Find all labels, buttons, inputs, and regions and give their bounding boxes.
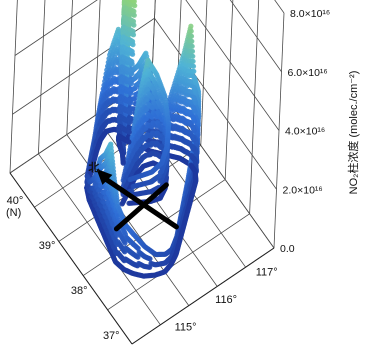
y-tick-label: 40°: [7, 195, 24, 207]
data-point: [135, 254, 141, 260]
axis-labels: NO0.02.0×10¹⁶4.0×10¹⁶6.0×10¹⁶8.0×10¹⁶114…: [6, 8, 360, 342]
z-tick-label: 6.0×10¹⁶: [288, 67, 328, 79]
data-point: [189, 48, 196, 54]
back-wall-gridline: [14, 0, 98, 56]
data-point: [144, 106, 150, 112]
y-tick-label: 39°: [39, 240, 56, 252]
z-tick-label: 0.0: [280, 243, 295, 255]
right-wall-gridline: [229, 0, 282, 72]
x-tick-label: 115°: [175, 322, 197, 334]
data-point: [132, 3, 138, 9]
data-point: [122, 240, 128, 246]
back-wall-gridline: [94, 0, 101, 116]
data-point: [147, 256, 153, 262]
data-point: [130, 32, 137, 38]
right-wall-gridline: [154, 18, 277, 190]
x-axis-line: [131, 247, 275, 345]
north-arrow-label: 北: [88, 160, 99, 174]
data-point: [190, 114, 196, 120]
z-tick-label: 4.0×10¹⁶: [285, 126, 325, 138]
data-point: [131, 22, 137, 28]
data-point: [126, 129, 132, 135]
north-arrow-head: [96, 168, 113, 185]
right-wall-gridline: [185, 0, 280, 131]
data-point: [127, 119, 133, 126]
back-wall-gridline: [9, 0, 18, 174]
back-wall-gridline: [66, 0, 73, 135]
data-point: [189, 133, 195, 139]
right-wall-gridline: [151, 0, 156, 78]
data-points: [84, 0, 202, 279]
y-tick-label: 37°: [103, 330, 120, 342]
data-point: [188, 28, 194, 34]
data-point: [188, 23, 194, 29]
north-arrow-shaft: [99, 174, 179, 230]
data-point: [128, 80, 134, 87]
z-tick-label: 8.0×10¹⁶: [290, 8, 330, 20]
y-tick-label: 38°: [71, 285, 88, 297]
y-axis-unit: (N): [6, 207, 21, 219]
data-point: [127, 110, 133, 116]
floor-gridline-x: [38, 153, 161, 326]
data-point: [191, 94, 197, 100]
data-point: [189, 143, 195, 149]
data-point: [150, 105, 156, 111]
data-point: [190, 53, 196, 59]
data-point: [190, 58, 196, 64]
z-axis-title: NO₂柱浓度 (molec./cm⁻²): [346, 71, 360, 195]
data-point: [131, 8, 137, 14]
y-axis-line: [9, 172, 133, 345]
back-wall-gridline: [38, 0, 46, 154]
data-point: [190, 63, 197, 69]
data-point: [189, 123, 196, 129]
data-point: [189, 38, 195, 44]
data-point: [132, 96, 138, 102]
right-wall-gridline: [224, 0, 234, 180]
data-point: [130, 42, 136, 48]
data-point: [144, 97, 150, 103]
data-point: [126, 200, 132, 206]
data-point: [127, 176, 133, 183]
data-point: [129, 71, 135, 77]
data-point: [191, 68, 197, 74]
data-point: [190, 104, 196, 110]
data-point: [188, 162, 194, 168]
floor-gridline-y: [107, 213, 250, 311]
north-arrow: 北: [88, 160, 179, 232]
north-arrow-crossbar: [113, 182, 169, 232]
floor-gridline-y: [82, 179, 226, 276]
data-point: [131, 12, 137, 18]
data-point: [150, 95, 156, 102]
data-point: [128, 90, 134, 96]
data-point: [191, 75, 198, 81]
data-point: [130, 51, 136, 57]
x-tick-label: 117°: [256, 267, 278, 279]
data-point: [191, 85, 197, 91]
data-point: [128, 100, 134, 106]
data-point: [157, 178, 163, 184]
data-point: [189, 43, 195, 49]
data-point: [129, 61, 135, 67]
right-wall-gridline: [249, 0, 260, 214]
data-point: [188, 33, 195, 39]
x-tick-label: 116°: [215, 294, 237, 306]
axes-grid: [9, 0, 285, 345]
z-tick-label: 2.0×10¹⁶: [283, 184, 323, 196]
data-point: [126, 139, 132, 145]
data-point: [131, 0, 137, 4]
data-point: [188, 152, 194, 159]
right-wall-gridline: [200, 0, 208, 146]
data-point: [130, 183, 136, 190]
